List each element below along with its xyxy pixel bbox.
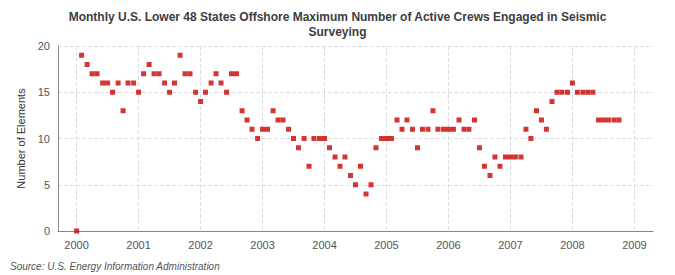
svg-text:2008: 2008	[560, 239, 584, 251]
svg-text:Monthly U.S. Lower 48 States O: Monthly U.S. Lower 48 States Offshore Ma…	[69, 10, 607, 24]
svg-text:2000: 2000	[64, 239, 88, 251]
svg-text:2005: 2005	[374, 239, 398, 251]
svg-text:2006: 2006	[436, 239, 460, 251]
svg-text:2007: 2007	[498, 239, 522, 251]
svg-text:2009: 2009	[622, 239, 646, 251]
svg-text:20: 20	[38, 40, 50, 52]
svg-text:2003: 2003	[250, 239, 274, 251]
svg-text:Source: U.S. Energy Informatio: Source: U.S. Energy Information Administ…	[10, 261, 220, 272]
svg-text:15: 15	[38, 86, 50, 98]
svg-text:2001: 2001	[126, 239, 150, 251]
svg-text:Number of Elements: Number of Elements	[15, 88, 27, 189]
svg-text:5: 5	[44, 179, 50, 191]
svg-text:0: 0	[44, 225, 50, 237]
svg-text:10: 10	[38, 133, 50, 145]
svg-text:2002: 2002	[188, 239, 212, 251]
svg-text:Surveying: Surveying	[308, 25, 366, 39]
svg-text:2004: 2004	[312, 239, 336, 251]
